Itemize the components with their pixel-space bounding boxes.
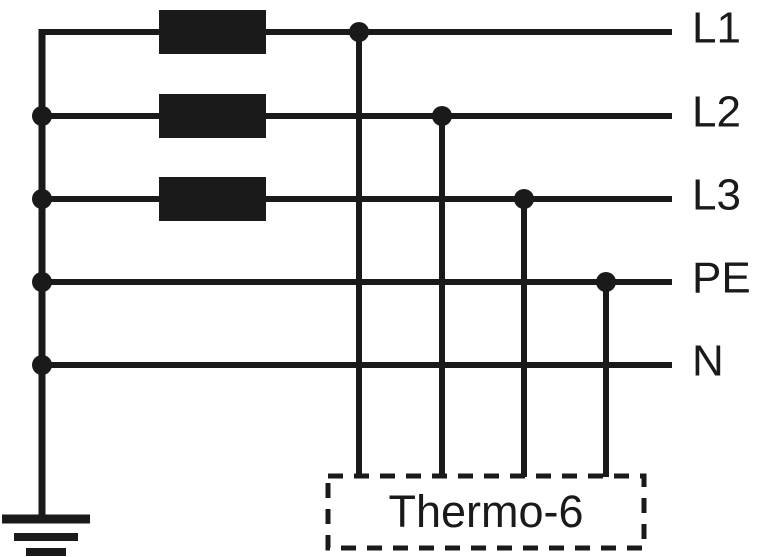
tap-junction-dots-group [349,22,616,292]
fuse-block-l3 [159,177,266,221]
device-drop-lines-group [356,32,609,477]
junction-dot-tap-l1 [349,22,369,42]
rail-label-l3: L3 [692,171,741,220]
fuse-block-l2 [159,94,266,138]
rail-label-n: N [692,337,724,386]
junction-dot-bus-l3 [32,189,52,209]
fuse-block-l1 [159,10,266,54]
rail-label-l2: L2 [692,88,741,137]
junction-dot-bus-pe [32,272,52,292]
device-enclosure: Thermo-6 [325,473,647,551]
ground-symbol [2,514,90,556]
bus-junction-dots-group [32,106,52,375]
junction-dot-tap-l2 [432,106,452,126]
junction-dot-bus-n [32,355,52,375]
rail-labels-group: L1 L2 L3 PE N [692,4,751,386]
device-label: Thermo-6 [388,486,583,537]
junction-dot-tap-pe [596,272,616,292]
junction-dot-tap-l3 [514,189,534,209]
rail-label-l1: L1 [692,4,741,53]
junction-dot-bus-l2 [32,106,52,126]
rail-label-pe: PE [692,254,751,303]
device-box-outline [325,473,647,551]
fuse-blocks-group [159,10,266,221]
